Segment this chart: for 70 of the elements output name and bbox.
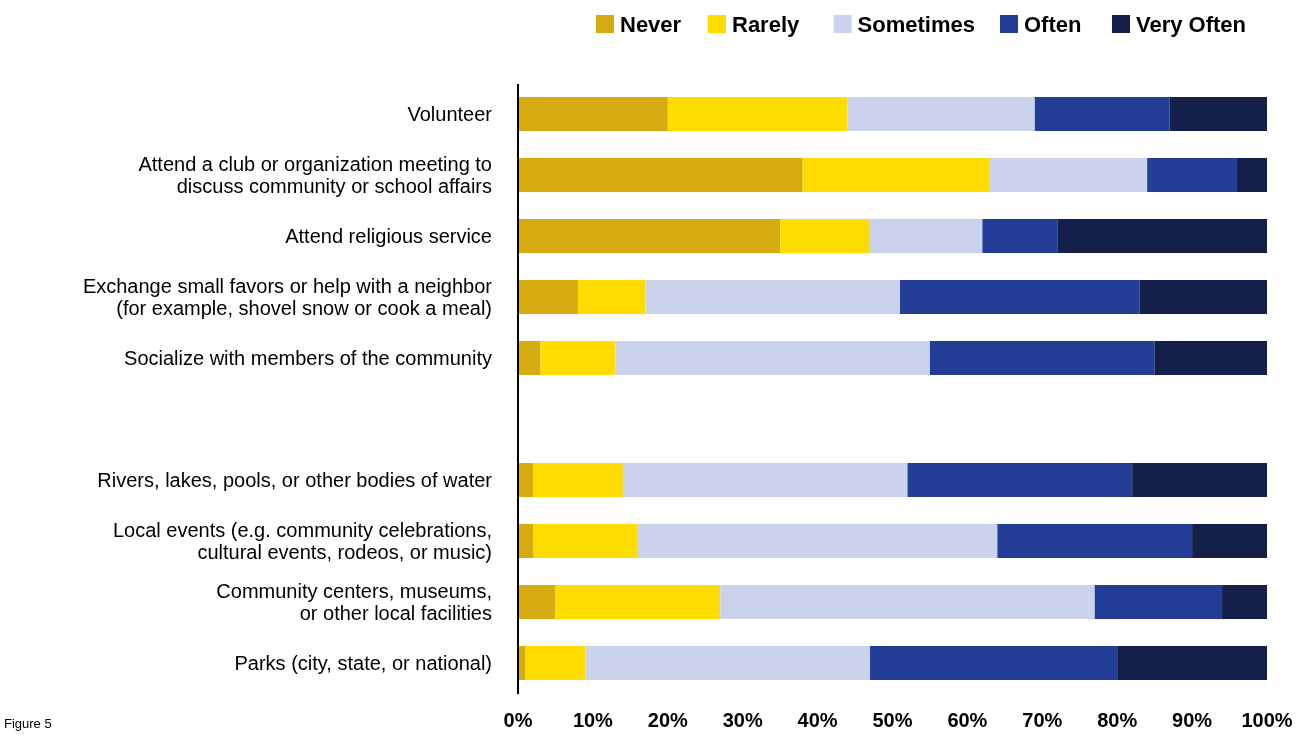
bar (525, 646, 586, 680)
y-tick-label: Volunteer (407, 103, 493, 125)
bar (847, 97, 1035, 131)
bar (532, 463, 623, 497)
bar (720, 585, 1095, 619)
bar (870, 219, 983, 253)
bar (622, 463, 908, 497)
bar (997, 524, 1193, 558)
y-tick-label: Rivers, lakes, pools, or other bodies of water (97, 469, 493, 491)
bar (518, 158, 803, 192)
bar (989, 158, 1148, 192)
bar (518, 463, 533, 497)
bar (1117, 646, 1267, 680)
x-tick-label: 100% (1241, 709, 1293, 731)
bar (982, 219, 1058, 253)
bar (1192, 524, 1267, 558)
bar (577, 280, 646, 314)
bar (1132, 463, 1267, 497)
legend-label: Rarely (732, 12, 801, 37)
bar (1139, 280, 1267, 314)
x-tick-label: 80% (1097, 709, 1138, 731)
bar (518, 219, 781, 253)
x-tick-label: 90% (1172, 709, 1213, 731)
bar (540, 341, 616, 375)
bar (585, 646, 871, 680)
bar (518, 585, 556, 619)
bar (780, 219, 871, 253)
bar (667, 97, 848, 131)
x-tick-label: 70% (1022, 709, 1063, 731)
bar (518, 524, 533, 558)
x-tick-label: 0% (503, 709, 533, 731)
bar (1057, 219, 1267, 253)
caption: Figure 5 (4, 716, 52, 731)
bar (637, 524, 998, 558)
y-tick-label: Attend a club or organization meeting to discuss community or school affairs (138, 153, 492, 197)
x-tick-label: 10% (572, 709, 614, 731)
bar (899, 280, 1140, 314)
bar (615, 341, 930, 375)
bar (1094, 585, 1223, 619)
bar (870, 646, 1118, 680)
bar (1147, 158, 1238, 192)
x-tick-label: 30% (722, 709, 763, 731)
legend-label: Very Often (1136, 12, 1247, 37)
bar (1222, 585, 1267, 619)
bar (1154, 341, 1267, 375)
x-tick-label: 40% (797, 709, 838, 731)
bar (645, 280, 900, 314)
legend-label: Never (620, 12, 682, 37)
y-tick-label: Local events (e.g. community celebrations, cultural events, rodeos, or music) (112, 519, 492, 563)
legend-label: Sometimes (857, 12, 975, 37)
bar (802, 158, 990, 192)
bar (1237, 158, 1267, 192)
bar (518, 341, 541, 375)
x-tick-label: 20% (647, 709, 689, 731)
bar (518, 280, 578, 314)
bar (929, 341, 1155, 375)
x-tick-label: 50% (872, 709, 913, 731)
bar (1169, 97, 1267, 131)
legend-label: Often (1024, 12, 1082, 37)
bar (555, 585, 721, 619)
bar (532, 524, 638, 558)
y-tick-label: Parks (city, state, or national) (234, 652, 492, 674)
y-tick-label: Community centers, museums, or other local facilities (216, 580, 492, 624)
y-tick-label: Socialize with members of the community (124, 347, 492, 369)
y-tick-label: Attend religious service (285, 225, 492, 247)
bar (1034, 97, 1170, 131)
bar (518, 97, 668, 131)
x-tick-label: 60% (947, 709, 988, 731)
bar (907, 463, 1133, 497)
y-tick-label: Exchange small favors or help with a neighbor (for example, shovel snow or cook a meal) (82, 275, 493, 319)
